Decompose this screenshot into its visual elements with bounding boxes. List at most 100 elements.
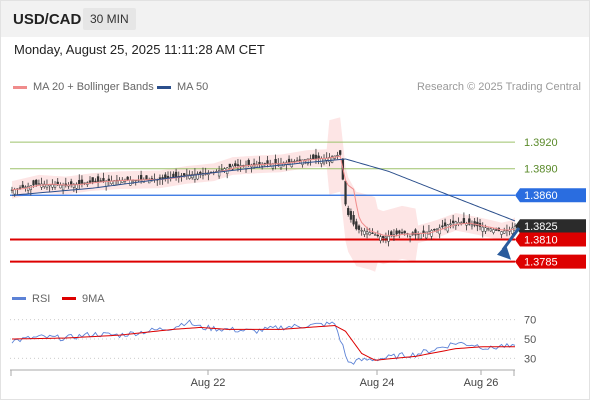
- candle-body: [355, 221, 358, 230]
- candle-body: [470, 224, 474, 227]
- rsi-legend-label-9MA: 9MA: [82, 293, 105, 305]
- legend-ma50-label: MA 50: [177, 81, 209, 93]
- candle-body: [196, 173, 199, 180]
- candle-body: [107, 178, 110, 182]
- timeframe-badge[interactable]: 30 MIN: [83, 8, 136, 30]
- candle-body: [51, 184, 54, 188]
- candle-body: [376, 234, 379, 237]
- candle-body: [287, 158, 291, 163]
- level-tag-1.3860: [515, 188, 586, 203]
- candle-body: [330, 156, 334, 163]
- candle-body: [414, 229, 417, 236]
- candle-body: [274, 158, 277, 164]
- candle-body: [53, 184, 57, 188]
- candle-body: [70, 181, 73, 186]
- rsi-line: [11, 319, 516, 365]
- candle-body: [495, 229, 498, 231]
- level-tag-1.3825: [515, 219, 586, 234]
- candle-body: [513, 225, 517, 231]
- research-credit: Research © 2025 Trading Central: [416, 81, 581, 93]
- candle-body: [425, 231, 428, 239]
- candle-body: [387, 235, 390, 242]
- legend-ma20: MA 20 + Bollinger Bands: [13, 81, 154, 93]
- ma50-line: [11, 158, 516, 222]
- candle-body: [314, 154, 318, 159]
- candle-body: [199, 171, 202, 174]
- candle-body: [433, 229, 436, 231]
- level-label-1.3920: 1.3920: [524, 137, 558, 149]
- chart-datetime: Monday, August 25, 2025 11:11:28 AM CET: [14, 42, 265, 57]
- candle-body: [88, 180, 92, 183]
- candle-body: [360, 230, 363, 232]
- candle-body: [481, 226, 484, 232]
- candle-body: [96, 176, 100, 182]
- candle-body: [80, 179, 84, 184]
- candle-body: [398, 230, 401, 234]
- candle-body: [511, 227, 514, 234]
- candle-body: [441, 225, 444, 228]
- rsi-ma-line: [11, 324, 515, 361]
- rsi-panel: RSI 9MA 70 50 30: [10, 293, 536, 365]
- candle-body: [193, 173, 197, 180]
- price-panel: 1.3920 1.3890 1.3860 1.3825 1.3810 1.3785: [10, 117, 586, 272]
- candle-body: [443, 222, 447, 227]
- candle-body: [486, 228, 490, 230]
- candle-body: [462, 218, 466, 224]
- candle-body: [59, 184, 62, 189]
- candle-body: [228, 163, 232, 168]
- candle-body: [454, 221, 457, 226]
- candle-body: [139, 174, 143, 180]
- legend-ma20-swatch: [13, 85, 27, 89]
- candle-body: [384, 236, 388, 239]
- level-tag-1.3810: [515, 232, 586, 247]
- candle-body: [352, 215, 355, 225]
- candle-body: [43, 183, 46, 188]
- candle-body: [365, 231, 369, 235]
- level-label-1.3825: 1.3825: [524, 221, 558, 233]
- candle-body: [61, 185, 65, 191]
- candle-body: [465, 223, 468, 226]
- candle-body: [94, 180, 97, 183]
- candle-body: [145, 175, 148, 180]
- rsi-tick-label: 30: [524, 353, 536, 365]
- level-tag-1.3785: [515, 254, 586, 269]
- rsi-legend-swatch-9MA: [62, 297, 76, 300]
- candle-body: [349, 211, 353, 220]
- candle-body: [379, 236, 382, 241]
- candle-body: [301, 159, 304, 165]
- candle-body: [252, 163, 256, 165]
- candle-body: [395, 230, 398, 235]
- candle-body: [503, 230, 506, 234]
- candle-body: [368, 232, 371, 236]
- candle-body: [451, 220, 455, 224]
- candle-body: [35, 179, 38, 185]
- level-label-1.3785: 1.3785: [524, 257, 558, 269]
- rsi-legend-label-RSI: RSI: [32, 293, 50, 305]
- candle-body: [419, 233, 423, 239]
- level-label-1.3810: 1.3810: [524, 235, 558, 247]
- candle-body: [371, 232, 374, 234]
- candle-body: [489, 228, 492, 232]
- candle-body: [164, 174, 167, 179]
- candle-body: [438, 227, 441, 235]
- level-label-1.3860: 1.3860: [524, 190, 558, 202]
- candle-body: [182, 173, 186, 176]
- candle-body: [91, 177, 94, 183]
- candle-body: [236, 164, 240, 166]
- legend-ma50: MA 50: [157, 81, 208, 93]
- candle-body: [400, 232, 404, 234]
- candle-body: [75, 183, 78, 189]
- candle-body: [126, 176, 129, 181]
- candle-body: [306, 158, 310, 164]
- candle-body: [21, 184, 24, 188]
- candle-body: [382, 235, 385, 238]
- candle-body: [403, 230, 406, 234]
- candle-body: [37, 183, 41, 185]
- legend-ma50-swatch: [157, 85, 171, 89]
- candle-body: [102, 178, 105, 182]
- candle-body: [468, 218, 471, 225]
- legend-ma20-label: MA 20 + Bollinger Bands: [33, 81, 154, 93]
- candle-body: [78, 180, 81, 184]
